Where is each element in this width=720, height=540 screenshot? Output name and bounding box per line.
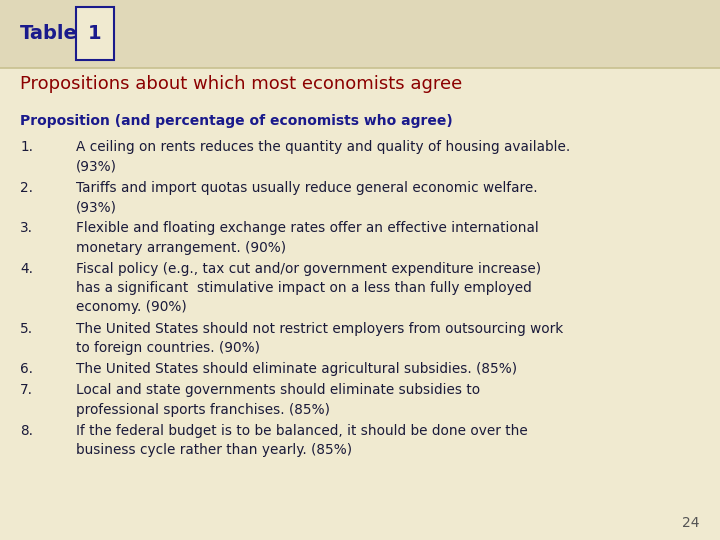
Text: Local and state governments should eliminate subsidies to: Local and state governments should elimi…	[76, 383, 480, 397]
Text: 8.: 8.	[20, 424, 33, 438]
Text: Proposition (and percentage of economists who agree): Proposition (and percentage of economist…	[20, 114, 453, 129]
Text: If the federal budget is to be balanced, it should be done over the: If the federal budget is to be balanced,…	[76, 424, 527, 438]
Text: 6.: 6.	[20, 362, 33, 376]
Text: professional sports franchises. (85%): professional sports franchises. (85%)	[76, 402, 330, 416]
Text: Table: Table	[20, 24, 78, 43]
Text: A ceiling on rents reduces the quantity and quality of housing available.: A ceiling on rents reduces the quantity …	[76, 140, 570, 154]
Text: has a significant  stimulative impact on a less than fully employed: has a significant stimulative impact on …	[76, 281, 531, 295]
Text: The United States should eliminate agricultural subsidies. (85%): The United States should eliminate agric…	[76, 362, 517, 376]
Text: (93%): (93%)	[76, 160, 117, 173]
Bar	[0, 0, 720, 68]
Text: business cycle rather than yearly. (85%): business cycle rather than yearly. (85%)	[76, 443, 352, 457]
Text: 4.: 4.	[20, 262, 33, 276]
Text: Propositions about which most economists agree: Propositions about which most economists…	[20, 75, 462, 93]
Text: 7.: 7.	[20, 383, 33, 397]
Text: economy. (90%): economy. (90%)	[76, 300, 186, 314]
Text: monetary arrangement. (90%): monetary arrangement. (90%)	[76, 240, 286, 254]
Text: 24: 24	[683, 516, 700, 530]
Text: 1.: 1.	[20, 140, 33, 154]
Text: Fiscal policy (e.g., tax cut and/or government expenditure increase): Fiscal policy (e.g., tax cut and/or gove…	[76, 262, 541, 276]
Text: 3.: 3.	[20, 221, 33, 235]
Text: 2.: 2.	[20, 181, 33, 195]
Text: Flexible and floating exchange rates offer an effective international: Flexible and floating exchange rates off…	[76, 221, 539, 235]
Text: 1: 1	[89, 24, 102, 43]
Text: 5.: 5.	[20, 321, 33, 335]
Text: Tariffs and import quotas usually reduce general economic welfare.: Tariffs and import quotas usually reduce…	[76, 181, 537, 195]
Text: (93%): (93%)	[76, 200, 117, 214]
FancyBboxPatch shape	[76, 7, 114, 60]
Text: The United States should not restrict employers from outsourcing work: The United States should not restrict em…	[76, 321, 563, 335]
Text: to foreign countries. (90%): to foreign countries. (90%)	[76, 341, 260, 355]
